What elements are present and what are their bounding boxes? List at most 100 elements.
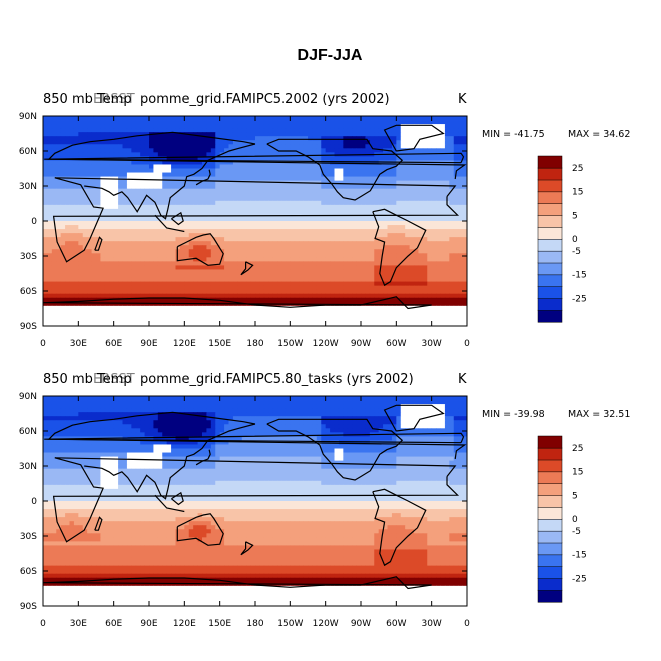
heatmap-cell xyxy=(268,221,274,226)
heatmap-cell xyxy=(206,237,212,242)
heatmap-cell xyxy=(144,221,150,226)
heatmap-cell xyxy=(250,116,256,121)
heatmap-cell xyxy=(206,208,212,214)
heatmap-cell xyxy=(409,216,415,222)
heatmap-cell xyxy=(268,172,274,177)
heatmap-cell xyxy=(104,305,110,311)
heatmap-cell xyxy=(113,188,119,194)
heatmap-cell xyxy=(228,281,234,287)
heatmap-cell xyxy=(453,281,459,287)
heatmap-cell xyxy=(365,293,371,299)
heatmap-cell xyxy=(462,309,468,315)
heatmap-cell xyxy=(210,164,216,169)
heatmap-cell xyxy=(109,297,115,303)
heatmap-cell xyxy=(308,168,313,173)
heatmap-cell xyxy=(255,289,260,295)
heatmap-cell xyxy=(65,216,70,222)
heatmap-cell xyxy=(338,124,344,129)
heatmap-cell xyxy=(383,305,388,311)
heatmap-cell xyxy=(153,249,159,254)
heatmap-cell xyxy=(347,176,353,182)
heatmap-cell xyxy=(453,277,459,282)
heatmap-cell xyxy=(352,164,357,169)
heatmap-cell xyxy=(391,208,397,214)
heatmap-cell xyxy=(47,313,53,319)
heatmap-cell xyxy=(259,148,265,153)
heatmap-cell xyxy=(422,204,428,210)
heatmap-cell xyxy=(418,297,424,303)
heatmap-cell xyxy=(343,309,349,315)
heatmap-cell xyxy=(361,164,366,169)
heatmap-cell xyxy=(409,229,415,234)
heatmap-cell xyxy=(444,233,450,238)
heatmap-cell xyxy=(60,160,66,165)
heatmap-cell xyxy=(356,116,362,121)
heatmap-cell xyxy=(294,172,300,177)
heatmap-cell xyxy=(157,221,163,226)
heatmap-cell xyxy=(109,305,115,311)
heatmap-cell xyxy=(418,269,424,274)
heatmap-cell xyxy=(259,269,265,274)
heatmap-cell xyxy=(73,297,79,303)
heatmap-cell xyxy=(51,160,57,165)
heatmap-cell xyxy=(453,245,459,250)
heatmap-cell xyxy=(202,208,207,214)
heatmap-cell xyxy=(374,172,380,177)
heatmap-cell xyxy=(215,192,221,198)
heatmap-cell xyxy=(162,184,168,190)
heatmap-cell xyxy=(104,168,110,173)
heatmap-cell xyxy=(65,144,70,149)
heatmap-cell xyxy=(352,168,357,173)
heatmap-cell xyxy=(418,245,424,250)
heatmap-cell xyxy=(272,277,278,282)
heatmap-cell xyxy=(422,188,428,194)
heatmap-cell xyxy=(122,317,128,323)
heatmap-cell xyxy=(126,192,132,198)
heatmap-cell xyxy=(73,172,79,177)
heatmap-cell xyxy=(184,124,190,129)
heatmap-cell xyxy=(391,253,397,258)
heatmap-cell xyxy=(409,140,415,145)
heatmap-cell xyxy=(405,233,410,238)
heatmap-cell xyxy=(255,128,260,133)
heatmap-cell xyxy=(51,212,57,218)
heatmap-cell xyxy=(325,116,331,121)
heatmap-cell xyxy=(51,180,57,186)
heatmap-cell xyxy=(268,309,274,315)
heatmap-cell xyxy=(65,176,70,182)
heatmap-cell xyxy=(458,249,463,254)
heatmap-cell xyxy=(387,192,393,198)
heatmap-cell xyxy=(436,289,441,295)
heatmap-cell xyxy=(316,136,322,141)
heatmap-cell xyxy=(122,245,128,250)
heatmap-cell xyxy=(166,128,172,133)
heatmap-cell xyxy=(352,289,357,295)
heatmap-cell xyxy=(259,293,265,299)
heatmap-cell xyxy=(400,245,406,250)
heatmap-cell xyxy=(268,132,274,137)
heatmap-cell xyxy=(343,156,349,161)
heatmap-cell xyxy=(255,237,260,242)
heatmap-cell xyxy=(440,188,446,194)
heatmap-cell xyxy=(171,148,176,153)
heatmap-cell xyxy=(414,229,419,234)
heatmap-cell xyxy=(210,221,216,226)
heatmap-cell xyxy=(118,148,123,153)
heatmap-cell xyxy=(118,289,123,295)
heatmap-cell xyxy=(330,273,335,278)
heatmap-cell xyxy=(281,241,287,246)
heatmap-cell xyxy=(100,200,106,206)
heatmap-cell xyxy=(96,144,101,149)
heatmap-cell xyxy=(409,297,415,303)
heatmap-cell xyxy=(228,132,234,137)
heatmap-cell xyxy=(285,309,291,315)
heatmap-cell xyxy=(135,265,141,270)
heatmap-cell xyxy=(188,309,194,315)
heatmap-cell xyxy=(285,221,291,226)
heatmap-cell xyxy=(418,309,424,315)
heatmap-cell xyxy=(82,285,88,291)
heatmap-cell xyxy=(232,277,238,282)
heatmap-cell xyxy=(409,249,415,254)
heatmap-cell xyxy=(290,188,296,194)
heatmap-cell xyxy=(343,136,349,141)
